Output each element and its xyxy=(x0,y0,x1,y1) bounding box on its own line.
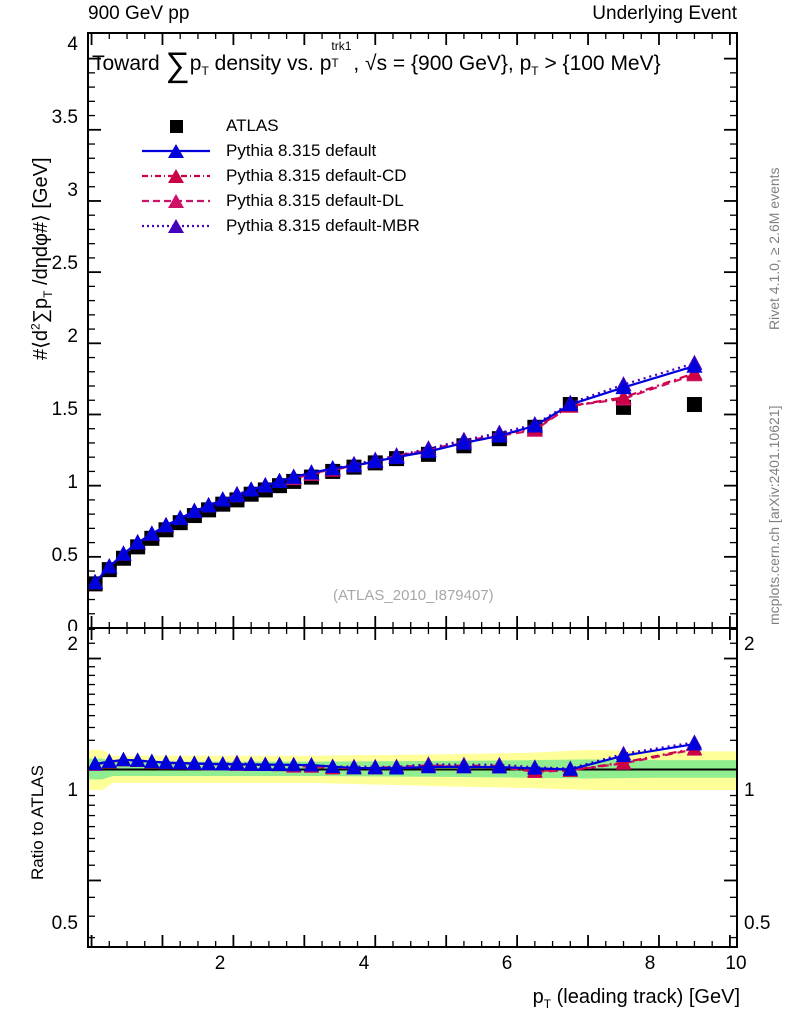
header-left: 900 GeV pp xyxy=(88,3,190,24)
title-p: p xyxy=(189,52,202,75)
title-sup-trk1: trk1 xyxy=(331,39,352,53)
legend-item[interactable]: Pythia 8.315 default-MBR xyxy=(140,213,420,238)
plot-title: Toward ∑pT density vs. p trk1 T, √s = {900… xyxy=(92,39,661,82)
ratio-ytick-05-right: 0.5 xyxy=(744,913,771,934)
xlabel-rest: (leading track) [GeV] xyxy=(551,986,740,1008)
xtick-2: 2 xyxy=(214,953,226,974)
xtick-10: 10 xyxy=(725,953,747,974)
title-sub-t: T xyxy=(201,64,209,79)
ytick-0: 0 xyxy=(67,617,78,631)
legend: ATLAS Pythia 8.315 default Pythia 8.315 … xyxy=(140,113,420,238)
ratio-ytick-2-left: 2 xyxy=(67,634,78,655)
ytick-0p5: 0.5 xyxy=(51,545,78,566)
legend-label: Pythia 8.315 default-DL xyxy=(226,190,404,210)
legend-item[interactable]: Pythia 8.315 default-CD xyxy=(140,163,420,188)
ratio-panel-frame xyxy=(87,627,738,948)
legend-marker-cd xyxy=(142,168,210,183)
ytick-1: 1 xyxy=(67,472,78,493)
ytick-3: 3 xyxy=(67,180,78,201)
side-text-top: Rivet 4.1.0, ≥ 2.6M events xyxy=(766,167,782,330)
ratio-ytick-1-left: 1 xyxy=(67,780,78,801)
title-mid: density vs. p xyxy=(208,52,332,75)
legend-label: ATLAS xyxy=(226,115,279,135)
side-text-bottom: mcplots.cern.ch [arXiv:2401.10621] xyxy=(766,405,782,625)
ratio-ytick-1-right: 1 xyxy=(744,780,755,801)
xtick-8: 8 xyxy=(644,953,656,974)
title-tail: , √s = {900 GeV}, p xyxy=(353,52,532,75)
watermark: (ATLAS_2010_I879407) xyxy=(333,587,494,604)
ratio-ytick-2-right: 2 xyxy=(744,634,755,655)
legend-marker-mbr xyxy=(142,218,210,233)
title-sub-t2: T xyxy=(331,56,339,70)
legend-item[interactable]: Pythia 8.315 default-DL xyxy=(140,188,420,213)
xtick-6: 6 xyxy=(501,953,513,974)
title-pre: Toward xyxy=(92,52,166,75)
legend-marker-atlas xyxy=(170,119,183,133)
title-tail2: > {100 MeV} xyxy=(538,52,661,75)
ytick-3p5: 3.5 xyxy=(51,107,78,128)
legend-item[interactable]: ATLAS xyxy=(140,113,420,138)
ytick-1p5: 1.5 xyxy=(51,399,78,420)
legend-label: Pythia 8.315 default-MBR xyxy=(226,215,420,235)
legend-label: Pythia 8.315 default-CD xyxy=(226,165,407,185)
xlabel-sub: T xyxy=(543,997,552,1011)
ytick-4: 4 xyxy=(67,34,78,55)
ratio-ytick-05-left: 0.5 xyxy=(51,913,78,934)
sum-symbol: ∑ xyxy=(165,46,190,84)
legend-label: Pythia 8.315 default xyxy=(226,140,377,160)
xlabel-p: p xyxy=(532,986,544,1008)
xtick-4: 4 xyxy=(358,953,370,974)
legend-item[interactable]: Pythia 8.315 default xyxy=(140,138,420,163)
legend-marker-dl xyxy=(142,193,210,208)
legend-marker-default xyxy=(142,143,210,158)
ytick-2: 2 xyxy=(67,326,78,347)
header-right: Underlying Event xyxy=(592,3,737,24)
x-axis-label: pT (leading track) [GeV] xyxy=(533,986,740,1011)
ytick-2p5: 2.5 xyxy=(51,253,78,274)
title-sub-t3: T xyxy=(531,64,539,79)
